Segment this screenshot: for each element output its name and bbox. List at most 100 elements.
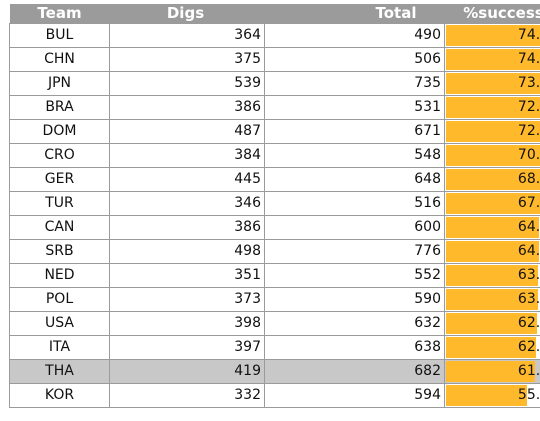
team-cell: USA bbox=[9, 311, 110, 336]
success-value: 55.89 bbox=[517, 387, 540, 403]
success-value: 64.18 bbox=[517, 243, 540, 259]
total-cell: 590 bbox=[264, 287, 445, 312]
digs-cell: 364 bbox=[109, 23, 265, 48]
success-cell: 67.05 bbox=[444, 191, 540, 216]
success-data-bar bbox=[446, 265, 539, 286]
success-value: 63.22 bbox=[517, 291, 540, 307]
header-success: %success bbox=[444, 4, 540, 24]
success-cell: 55.89 bbox=[444, 383, 540, 408]
digs-cell: 351 bbox=[109, 263, 265, 288]
digs-cell: 373 bbox=[109, 287, 265, 312]
total-cell: 548 bbox=[264, 143, 445, 168]
success-value: 62.97 bbox=[517, 315, 540, 331]
digs-cell: 346 bbox=[109, 191, 265, 216]
team-cell: CAN bbox=[9, 215, 110, 240]
team-cell: ITA bbox=[9, 335, 110, 360]
success-value: 72.69 bbox=[517, 99, 540, 115]
total-cell: 552 bbox=[264, 263, 445, 288]
total-cell: 735 bbox=[264, 71, 445, 96]
digs-cell: 445 bbox=[109, 167, 265, 192]
success-data-bar bbox=[446, 73, 540, 94]
team-cell: NED bbox=[9, 263, 110, 288]
success-cell: 72.58 bbox=[444, 119, 540, 144]
total-cell: 490 bbox=[264, 23, 445, 48]
success-data-bar bbox=[446, 193, 540, 214]
success-value: 64.33 bbox=[517, 219, 540, 235]
digs-cell: 386 bbox=[109, 215, 265, 240]
total-cell: 632 bbox=[264, 311, 445, 336]
success-cell: 73.33 bbox=[444, 71, 540, 96]
success-cell: 68.67 bbox=[444, 167, 540, 192]
success-data-bar bbox=[446, 97, 540, 118]
total-cell: 600 bbox=[264, 215, 445, 240]
success-data-bar bbox=[446, 241, 540, 262]
total-cell: 506 bbox=[264, 47, 445, 72]
team-cell: BUL bbox=[9, 23, 110, 48]
success-value: 61.44 bbox=[517, 363, 540, 379]
team-cell: CHN bbox=[9, 47, 110, 72]
success-value: 73.33 bbox=[517, 75, 540, 91]
success-value: 74.29 bbox=[517, 27, 540, 43]
success-cell: 62.97 bbox=[444, 311, 540, 336]
success-cell: 63.59 bbox=[444, 263, 540, 288]
success-data-bar bbox=[446, 49, 540, 70]
success-value: 72.58 bbox=[517, 123, 540, 139]
success-data-bar bbox=[446, 145, 540, 166]
team-cell: TUR bbox=[9, 191, 110, 216]
header-row: Team Digs Total %success bbox=[9, 4, 540, 24]
success-cell: 63.22 bbox=[444, 287, 540, 312]
digs-cell: 375 bbox=[109, 47, 265, 72]
total-cell: 531 bbox=[264, 95, 445, 120]
team-cell: POL bbox=[9, 287, 110, 312]
success-cell: 64.33 bbox=[444, 215, 540, 240]
success-value: 74.11 bbox=[517, 51, 540, 67]
team-cell: CRO bbox=[9, 143, 110, 168]
success-data-bar bbox=[446, 289, 538, 310]
success-value: 62.23 bbox=[517, 339, 540, 355]
digs-cell: 332 bbox=[109, 383, 265, 408]
team-cell: JPN bbox=[9, 71, 110, 96]
header-digs: Digs bbox=[109, 4, 265, 24]
success-data-bar bbox=[446, 169, 540, 190]
total-cell: 594 bbox=[264, 383, 445, 408]
header-team: Team bbox=[9, 4, 110, 24]
success-cell: 74.29 bbox=[444, 23, 540, 48]
digs-cell: 384 bbox=[109, 143, 265, 168]
digs-cell: 386 bbox=[109, 95, 265, 120]
success-value: 63.59 bbox=[517, 267, 540, 283]
team-cell: THA bbox=[9, 359, 110, 384]
success-data-bar bbox=[446, 313, 538, 334]
total-cell: 682 bbox=[264, 359, 445, 384]
digs-cell: 397 bbox=[109, 335, 265, 360]
total-cell: 516 bbox=[264, 191, 445, 216]
digs-cell: 498 bbox=[109, 239, 265, 264]
success-data-bar bbox=[446, 25, 540, 46]
header-total: Total bbox=[264, 4, 445, 24]
total-cell: 638 bbox=[264, 335, 445, 360]
success-data-bar bbox=[446, 337, 537, 358]
success-data-bar bbox=[446, 361, 536, 382]
success-value: 67.05 bbox=[517, 195, 540, 211]
team-cell: SRB bbox=[9, 239, 110, 264]
total-cell: 671 bbox=[264, 119, 445, 144]
team-cell: GER bbox=[9, 167, 110, 192]
digs-cell: 398 bbox=[109, 311, 265, 336]
success-cell: 74.11 bbox=[444, 47, 540, 72]
success-data-bar bbox=[446, 385, 528, 406]
team-cell: KOR bbox=[9, 383, 110, 408]
success-cell: 70.07 bbox=[444, 143, 540, 168]
success-cell: 61.44 bbox=[444, 359, 540, 384]
